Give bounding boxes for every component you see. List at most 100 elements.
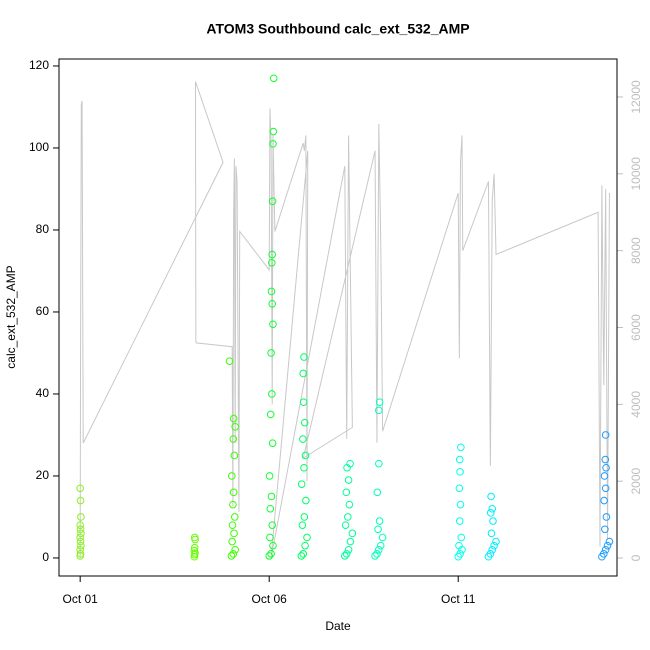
point — [268, 299, 277, 308]
point — [378, 533, 387, 542]
point — [344, 545, 353, 554]
point — [455, 484, 464, 493]
point — [266, 504, 275, 513]
point — [76, 521, 84, 529]
point — [486, 550, 495, 558]
point — [490, 541, 498, 550]
point — [268, 250, 277, 259]
point — [489, 517, 497, 525]
y2-tick-label: 12000 — [629, 80, 643, 114]
point — [457, 533, 466, 542]
x-tick-label: Oct 01 — [62, 592, 98, 606]
x-tick-label: Oct 06 — [252, 592, 288, 606]
point — [455, 517, 464, 525]
point — [456, 468, 464, 476]
point — [601, 484, 610, 493]
point — [299, 398, 308, 406]
point — [300, 513, 309, 521]
x-axis-label: Date — [325, 619, 351, 633]
plot-frame — [58, 58, 618, 577]
point — [303, 533, 311, 542]
point — [302, 496, 310, 505]
point — [457, 443, 465, 452]
point — [375, 545, 383, 554]
point — [299, 550, 308, 558]
point — [299, 369, 308, 378]
y2-tick-label: 2000 — [629, 468, 643, 495]
point — [269, 74, 278, 83]
point — [605, 537, 614, 546]
point — [488, 504, 497, 513]
y2-tick-label: 0 — [629, 554, 643, 561]
point — [268, 197, 277, 206]
point — [190, 533, 199, 542]
point — [268, 521, 277, 529]
point — [267, 287, 276, 296]
point — [229, 500, 237, 509]
point — [190, 543, 199, 552]
point — [77, 529, 85, 538]
point — [601, 525, 609, 534]
point — [375, 398, 384, 406]
point — [268, 390, 276, 398]
point — [603, 541, 612, 550]
chart-title: ATOM3 Southbound calc_ext_532_AMP — [206, 21, 469, 37]
y-axis-label: calc_ext_532_AMP — [4, 265, 18, 368]
point — [228, 521, 237, 529]
point — [269, 127, 278, 136]
point — [269, 140, 277, 148]
point — [268, 258, 276, 267]
point — [229, 414, 238, 423]
point — [269, 541, 277, 550]
point — [346, 537, 355, 546]
point — [300, 418, 309, 427]
y-tick-label: 40 — [36, 386, 50, 400]
point — [76, 533, 84, 542]
point — [77, 513, 85, 521]
y-tick-label: 20 — [36, 468, 50, 482]
point — [230, 451, 239, 460]
point — [267, 492, 276, 501]
point — [77, 541, 85, 550]
point — [600, 496, 608, 505]
point — [301, 451, 310, 460]
y-tick-label: 120 — [29, 58, 49, 72]
point — [373, 488, 382, 497]
y2-tick-label: 10000 — [629, 157, 643, 191]
point — [76, 537, 85, 546]
point — [341, 552, 349, 560]
point — [487, 529, 496, 538]
point — [300, 463, 308, 472]
point — [346, 459, 354, 468]
line-series — [79, 81, 610, 559]
point — [341, 521, 350, 529]
point — [229, 550, 238, 558]
point — [297, 552, 306, 560]
point — [267, 550, 275, 558]
y2-tick-label: 6000 — [629, 314, 643, 341]
point — [374, 525, 382, 534]
point — [268, 439, 277, 447]
y2-tick-label: 4000 — [629, 391, 643, 418]
point — [456, 550, 464, 558]
point — [265, 472, 274, 480]
point — [227, 552, 236, 560]
point — [600, 472, 609, 480]
point — [455, 541, 463, 550]
point — [371, 552, 379, 560]
point — [375, 459, 383, 468]
point — [599, 550, 608, 558]
point — [267, 349, 275, 357]
point — [373, 550, 381, 558]
point — [492, 537, 500, 546]
point — [190, 546, 199, 555]
point — [231, 545, 239, 554]
point — [602, 513, 611, 521]
point — [345, 500, 354, 509]
point — [486, 509, 495, 517]
point — [342, 488, 351, 497]
point — [229, 435, 238, 443]
